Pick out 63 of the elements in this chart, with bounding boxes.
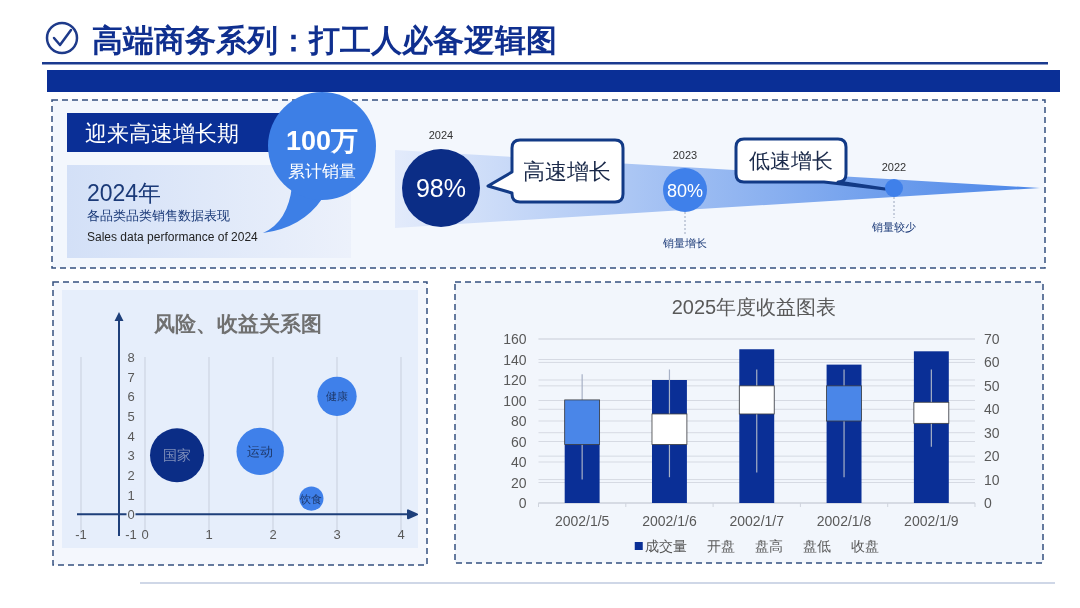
y-tick-label: 120 bbox=[503, 372, 527, 388]
text: Sales data performance of 2024 bbox=[87, 230, 259, 244]
y-tick-label: 5 bbox=[127, 409, 135, 424]
y2-tick-label: 30 bbox=[984, 424, 1000, 441]
text: 高端商务系列：打工人必备逻辑图 bbox=[92, 23, 557, 58]
x-tick-label: 3 bbox=[333, 527, 341, 542]
text: 各品类品类销售数据表现 bbox=[87, 208, 230, 223]
y2-tick-label: 10 bbox=[984, 471, 1000, 488]
series-label: 运动 bbox=[247, 444, 274, 460]
y-tick-label: 2 bbox=[127, 468, 135, 483]
y2-tick-label: 60 bbox=[984, 354, 1000, 371]
y-tick-label: 140 bbox=[503, 351, 527, 368]
x-tick-label: 2002/1/6 bbox=[642, 513, 697, 529]
y-tick-label: 1 bbox=[127, 487, 135, 503]
text: 收盘 bbox=[850, 538, 879, 554]
y-tick-label: 40 bbox=[510, 454, 527, 470]
x-tick-label: 2002/1/5 bbox=[554, 513, 610, 529]
text: 98% bbox=[415, 174, 467, 202]
y2-tick-label: 20 bbox=[984, 448, 1000, 465]
legend-label: 成交量 bbox=[644, 538, 687, 554]
y-tick-label: 7 bbox=[127, 369, 135, 385]
x-tick-label: 0 bbox=[141, 527, 149, 542]
y-tick-label: 20 bbox=[510, 474, 527, 491]
y2-tick-label: 50 bbox=[984, 377, 1000, 394]
text: 高速增长 bbox=[523, 159, 611, 184]
y-tick-label: 3 bbox=[127, 448, 135, 464]
y-tick-label: 100 bbox=[503, 392, 527, 409]
x-tick-label: 2002/1/8 bbox=[816, 513, 872, 529]
series-label: 饮食 bbox=[299, 492, 323, 505]
text: 80% bbox=[666, 180, 704, 201]
text: 销量较少 bbox=[871, 221, 916, 233]
y-tick-label: 4 bbox=[127, 428, 135, 444]
y-tick-label: 80 bbox=[510, 413, 527, 429]
y2-tick-label: 40 bbox=[984, 401, 1000, 418]
text: 盘低 bbox=[802, 538, 831, 554]
text: 销量增长 bbox=[662, 237, 707, 249]
x-tick-label: 2002/1/7 bbox=[729, 513, 785, 529]
y-tick-label: 60 bbox=[510, 433, 527, 450]
x-tick-label: 4 bbox=[397, 527, 405, 542]
x-tick-label: 2 bbox=[269, 527, 277, 542]
text: 2022 bbox=[881, 161, 907, 173]
y-tick-label: 6 bbox=[127, 389, 135, 405]
text: 迎来高速增长期 bbox=[85, 121, 239, 146]
y2-tick-label: 70 bbox=[984, 331, 1000, 347]
chart-title: 2025年度收益图表 bbox=[671, 296, 837, 318]
x-tick-label: 1 bbox=[205, 527, 213, 542]
y2-tick-label: 0 bbox=[984, 495, 992, 511]
text: 低速增长 bbox=[749, 149, 833, 172]
text: 开盘 bbox=[706, 538, 735, 554]
y-tick-label: 160 bbox=[503, 331, 527, 347]
x-tick-label: 2002/1/9 bbox=[904, 513, 959, 529]
text: 100万 bbox=[285, 126, 359, 156]
series-label: 健康 bbox=[326, 390, 348, 403]
text: 2024 bbox=[428, 129, 454, 141]
text: 盘高 bbox=[754, 538, 783, 554]
y-tick-label: 0 bbox=[518, 495, 527, 511]
chart-title: 风险、收益关系图 bbox=[153, 312, 322, 335]
x-tick-label: -1 bbox=[75, 527, 87, 542]
y-tick-label: 8 bbox=[127, 350, 135, 365]
text: 2023 bbox=[672, 149, 698, 161]
text: 累计销量 bbox=[288, 162, 356, 181]
series-label: 国家 bbox=[163, 447, 191, 464]
text: 2024年 bbox=[87, 180, 162, 206]
